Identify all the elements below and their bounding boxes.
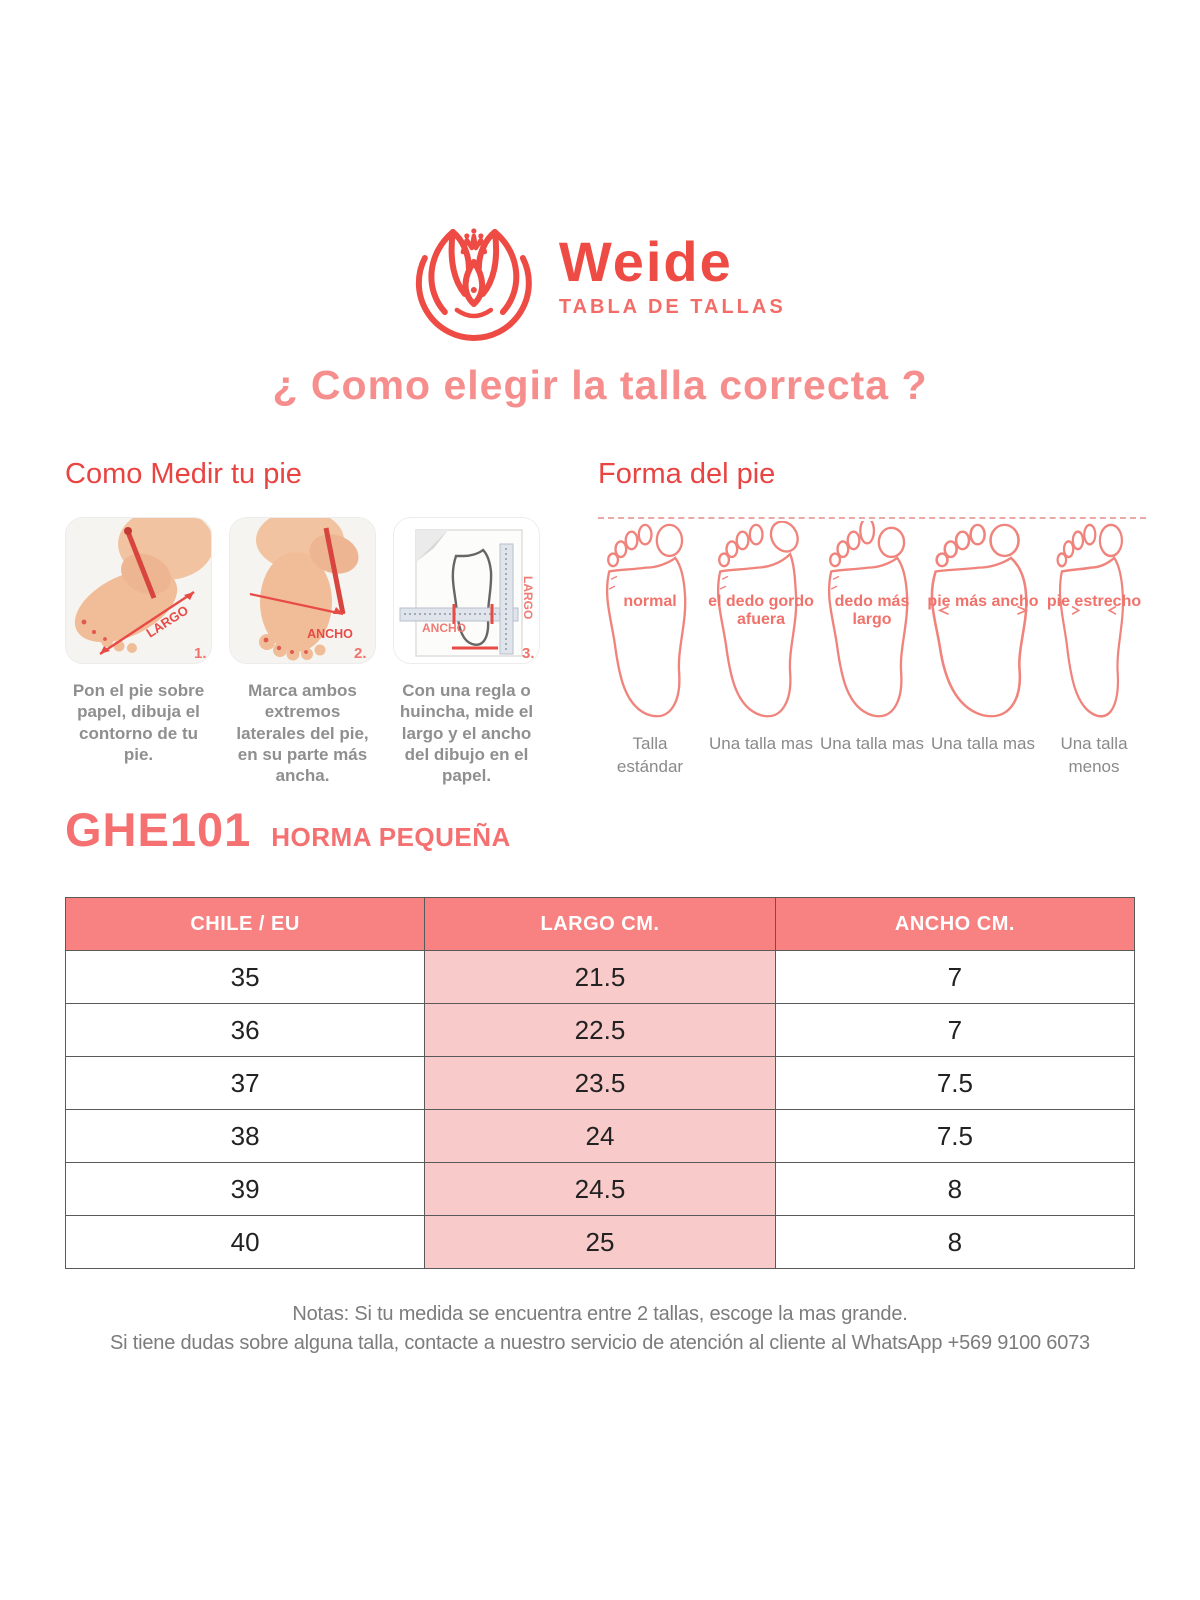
logo-crown <box>460 233 488 255</box>
size-table: CHILE / EU LARGO CM. ANCHO CM. 35 21.5 7… <box>64 897 1136 1269</box>
cell-size: 40 <box>64 1215 426 1269</box>
step-3-number: 3. <box>522 645 535 662</box>
foot-shape-label: pie estrecho <box>1046 593 1142 610</box>
logo-head <box>462 259 486 307</box>
step-2-number: 2. <box>354 645 367 662</box>
table-row: 40 25 8 <box>64 1215 1136 1269</box>
cell-ancho: 8 <box>774 1215 1136 1269</box>
product-subtitle: HORMA PEQUEÑA <box>271 822 511 852</box>
col-header-ancho: ANCHO CM. <box>774 897 1136 951</box>
table-row: 37 23.5 7.5 <box>64 1056 1136 1110</box>
brand-subtitle: TABLA DE TALLAS <box>558 295 786 318</box>
footer-notes: Notas: Si tu medida se encuentra entre 2… <box>0 1300 1200 1358</box>
foot-shape-label: pie más ancho <box>927 593 1039 610</box>
product-heading: GHE101 HORMA PEQUEÑA <box>65 802 511 857</box>
cell-size: 37 <box>64 1056 426 1110</box>
table-row: 36 22.5 7 <box>64 1003 1136 1057</box>
cell-size: 38 <box>64 1109 426 1163</box>
foot-sole-icon <box>827 521 909 718</box>
measure-section: Como Medir tu pie <box>65 458 545 786</box>
foot-shape-caption: Talla estándar <box>616 734 684 776</box>
foot-shape-caption: Una talla mas <box>709 734 813 753</box>
foot-shape-caption: Una talla mas <box>820 734 924 753</box>
draw-foot-outline-icon: LARGO 1. <box>66 518 211 663</box>
brand-name: Weide <box>558 229 733 293</box>
step-1-caption: Pon el pie sobre papel, dibuja el contor… <box>72 681 205 764</box>
cell-largo: 21.5 <box>424 950 776 1004</box>
ancho-label: ANCHO <box>422 621 466 635</box>
page-title: ¿ Como elegir la talla correcta ? <box>272 362 928 408</box>
cell-ancho: 7 <box>774 950 1136 1004</box>
step-1-number: 1. <box>194 645 207 662</box>
foot-sole-icon <box>716 521 799 718</box>
foot-shape-big-toe-out: el dedo gordo afuera Una talla mas <box>708 521 814 779</box>
measure-step-2: ANCHO 2. Marca ambos extremos laterales … <box>229 517 376 786</box>
cell-ancho: 7 <box>774 1003 1136 1057</box>
brand-logo: Weide TABLA DE TALLAS <box>399 210 786 342</box>
measure-drawing-ruler-icon: ANCHO LARGO 3. <box>394 518 539 663</box>
foot-sole-icon <box>605 523 687 718</box>
cell-largo: 24.5 <box>424 1162 776 1216</box>
foot-shape-wide: pie más ancho Una talla mas <box>927 521 1039 779</box>
cell-size: 39 <box>64 1162 426 1216</box>
size-table-header-row: CHILE / EU LARGO CM. ANCHO CM. <box>64 897 1136 951</box>
cell-size: 35 <box>64 950 426 1004</box>
table-row: 35 21.5 7 <box>64 950 1136 1004</box>
foot-shape-label: el dedo gordo afuera <box>708 593 814 628</box>
foot-sole-icon <box>930 523 1029 718</box>
cell-ancho: 7.5 <box>774 1109 1136 1163</box>
step-2-illustration: ANCHO 2. <box>229 517 376 664</box>
logo-text: Weide TABLA DE TALLAS <box>558 229 786 319</box>
foot-sole-icon <box>1056 523 1125 718</box>
cell-largo: 22.5 <box>424 1003 776 1057</box>
largo-label: LARGO <box>521 576 535 619</box>
foot-shape-label: dedo más largo <box>834 593 910 628</box>
foot-shapes-section: Forma del pie normal Talla estándar <box>598 458 1146 779</box>
ancho-label: ANCHO <box>307 627 353 641</box>
step-3-illustration: ANCHO LARGO 3. <box>393 517 540 664</box>
product-code: GHE101 <box>65 803 252 856</box>
table-row: 38 24 7.5 <box>64 1109 1136 1163</box>
cell-largo: 23.5 <box>424 1056 776 1110</box>
cell-largo: 25 <box>424 1215 776 1269</box>
cell-largo: 24 <box>424 1109 776 1163</box>
step-1-illustration: LARGO 1. <box>65 517 212 664</box>
note-line-2: Si tiene dudas sobre alguna talla, conta… <box>110 1332 1090 1354</box>
foot-shape-caption: Una talla mas <box>931 734 1035 753</box>
foot-shapes-heading: Forma del pie <box>598 458 776 490</box>
foot-shapes-row: normal Talla estándar el dedo gordo afue… <box>598 517 1146 779</box>
measure-step-1: LARGO 1. Pon el pie sobre papel, dibuja … <box>65 517 212 786</box>
measure-steps: LARGO 1. Pon el pie sobre papel, dibuja … <box>65 517 545 786</box>
col-header-largo: LARGO CM. <box>424 897 776 951</box>
foot-shape-long-toe: dedo más largo Una talla mas <box>820 521 924 779</box>
foot-shape-caption: Una talla menos <box>1060 734 1128 776</box>
foot-shape-normal: normal Talla estándar <box>598 521 702 779</box>
note-line-1: Notas: Si tu medida se encuentra entre 2… <box>292 1303 908 1325</box>
measure-heading: Como Medir tu pie <box>65 458 302 490</box>
swan-crown-logo-icon <box>415 228 532 341</box>
cell-ancho: 8 <box>774 1162 1136 1216</box>
col-header-chile-eu: CHILE / EU <box>64 897 426 951</box>
foot-shape-narrow: pie estrecho Una talla menos <box>1042 521 1146 779</box>
table-row: 39 24.5 8 <box>64 1162 1136 1216</box>
foot-shape-label: normal <box>623 593 677 610</box>
step-3-caption: Con una regla o huincha, mide el largo y… <box>399 681 534 785</box>
cell-ancho: 7.5 <box>774 1056 1136 1110</box>
step-2-caption: Marca ambos extremos laterales del pie, … <box>236 681 369 785</box>
logo-circle <box>415 255 532 341</box>
measure-step-3: ANCHO LARGO 3. Con una regla o huincha, … <box>393 517 540 786</box>
cell-size: 36 <box>64 1003 426 1057</box>
mark-foot-sides-icon: ANCHO 2. <box>230 518 375 663</box>
